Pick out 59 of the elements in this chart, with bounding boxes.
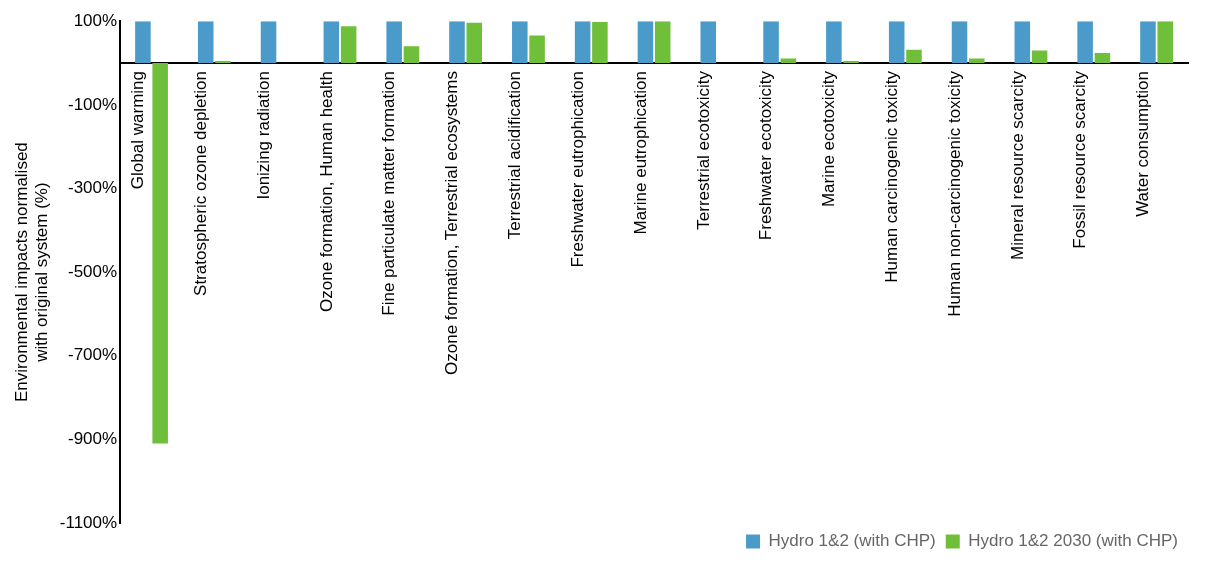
x-tick-label: Fine particulate matter formation bbox=[379, 71, 399, 316]
x-tick-label: Water consumption bbox=[1133, 71, 1153, 217]
x-tick-label: Mineral resource scarcity bbox=[1007, 70, 1027, 260]
bar bbox=[654, 21, 671, 64]
x-tick-label: Fossil resource scarcity bbox=[1070, 70, 1090, 249]
bar bbox=[888, 21, 905, 64]
bar bbox=[574, 21, 591, 64]
bar bbox=[340, 26, 357, 64]
bar bbox=[763, 21, 779, 64]
bar bbox=[260, 21, 277, 64]
y-tick-label: -100% bbox=[67, 94, 118, 114]
y-tick-label: 100% bbox=[73, 10, 118, 30]
bar bbox=[1077, 21, 1093, 64]
x-tick-label: Marine eutrophication bbox=[630, 71, 650, 235]
x-tick-label: Stratospheric ozone depletion bbox=[191, 71, 211, 296]
y-tick-label: -700% bbox=[67, 345, 118, 365]
bar bbox=[386, 21, 402, 64]
bar bbox=[152, 63, 168, 444]
bar bbox=[951, 21, 968, 64]
bar bbox=[529, 35, 545, 64]
bar bbox=[592, 22, 608, 64]
bar bbox=[843, 60, 859, 64]
x-tick-label: Ozone formation, Human health bbox=[316, 71, 336, 312]
x-tick-label: Freshwater eutrophication bbox=[567, 71, 587, 268]
bar bbox=[197, 21, 214, 64]
bar bbox=[1140, 21, 1156, 64]
bar bbox=[1157, 21, 1173, 64]
bar bbox=[637, 21, 654, 64]
bar bbox=[403, 46, 420, 64]
bar bbox=[1094, 52, 1111, 64]
x-tick-label: Human non-carcinogenic toxicity bbox=[944, 70, 964, 317]
x-tick-label: Ozone formation, Terrestrial ecosystems bbox=[442, 71, 462, 375]
bar bbox=[215, 60, 231, 64]
x-tick-label: Terrestrial acidification bbox=[505, 71, 525, 240]
y-tick-label: -500% bbox=[67, 261, 118, 281]
bar bbox=[449, 21, 465, 64]
bar bbox=[969, 58, 985, 64]
bar bbox=[780, 58, 797, 64]
y-tick-label: -1100% bbox=[59, 512, 118, 532]
x-tick-label: Global warming bbox=[128, 71, 148, 190]
bar bbox=[512, 21, 528, 64]
bar bbox=[700, 21, 717, 64]
legend-label: Hydro 1&2 (with CHP) bbox=[768, 531, 936, 551]
y-tick-label: -900% bbox=[67, 429, 118, 449]
y-tick-label: -300% bbox=[67, 178, 118, 198]
x-tick-label: Marine ecotoxicity bbox=[819, 70, 839, 208]
bar bbox=[826, 21, 842, 64]
x-tick-label: Human carcinogenic toxicity bbox=[882, 70, 902, 283]
bar bbox=[1014, 21, 1031, 64]
bar bbox=[135, 21, 151, 64]
bar bbox=[323, 21, 340, 64]
x-tick-label: Ionizing radiation bbox=[253, 71, 273, 200]
bar bbox=[1031, 50, 1048, 64]
bar bbox=[466, 22, 483, 64]
legend-label: Hydro 1&2 2030 (with CHP) bbox=[968, 531, 1179, 551]
x-tick-label: Terrestrial ecotoxicity bbox=[693, 70, 713, 230]
bar bbox=[906, 49, 922, 64]
y-axis-title: Environmental impacts normalised with original system (%) bbox=[11, 142, 52, 403]
x-tick-label: Freshwater ecotoxicity bbox=[756, 70, 776, 241]
